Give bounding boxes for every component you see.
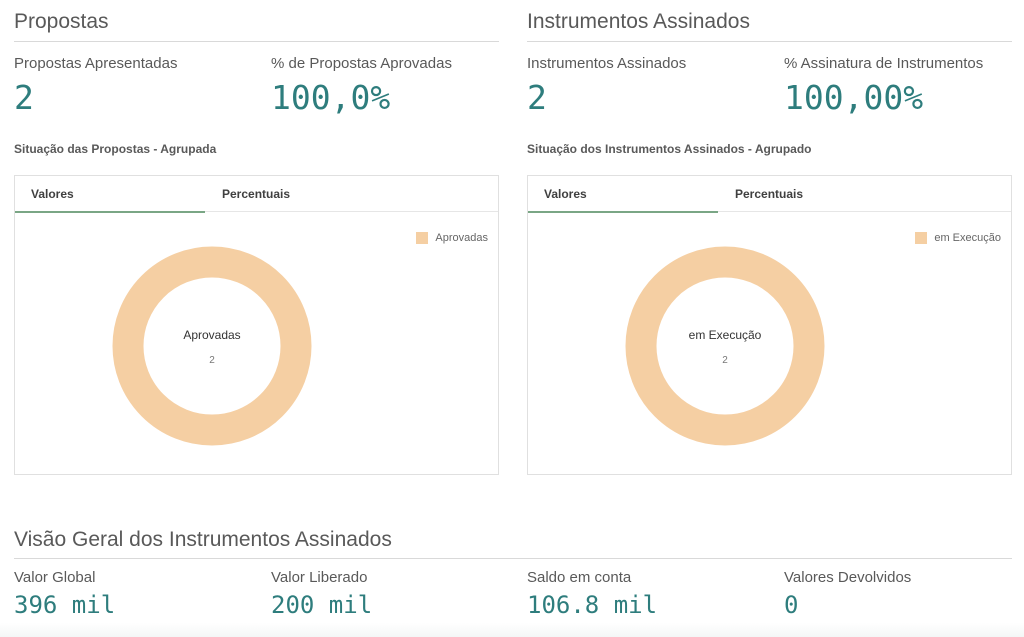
donut-slice-aprovadas[interactable] bbox=[112, 246, 312, 446]
instrumentos-section-divider bbox=[527, 41, 1012, 42]
kpi-valores-devolvidos-value: 0 bbox=[784, 591, 799, 619]
donut-center-label: Aprovadas bbox=[183, 328, 241, 342]
kpi-saldo-em-conta-label: Saldo em conta bbox=[527, 569, 632, 586]
instrumentos-chart-legend[interactable]: em Execução bbox=[915, 232, 1001, 244]
instrumentos-chart-tabs: Valores Percentuais bbox=[528, 176, 1011, 213]
donut-center-value: 2 bbox=[722, 355, 728, 366]
propostas-section-divider bbox=[14, 41, 499, 42]
legend-label-em-execucao: em Execução bbox=[934, 232, 1001, 244]
propostas-section-title: Propostas bbox=[14, 10, 109, 33]
kpi-valor-global-value: 396 mil bbox=[14, 591, 116, 619]
tab-valores[interactable]: Valores bbox=[15, 176, 205, 213]
instrumentos-chart-title: Situação dos Instrumentos Assinados - Ag… bbox=[527, 142, 812, 156]
kpi-instrumentos-assinados-value: 2 bbox=[527, 78, 547, 117]
donut-center-value: 2 bbox=[209, 355, 215, 366]
tab-valores[interactable]: Valores bbox=[528, 176, 718, 213]
kpi-valores-devolvidos-label: Valores Devolvidos bbox=[784, 569, 912, 586]
propostas-chart-panel: Valores Percentuais Aprovadas Aprovadas … bbox=[14, 175, 499, 475]
kpi-propostas-apresentadas-label: Propostas Apresentadas bbox=[14, 55, 178, 72]
visao-geral-section-divider bbox=[14, 558, 1012, 559]
instrumentos-donut-chart bbox=[625, 246, 825, 446]
legend-swatch bbox=[915, 232, 928, 244]
kpi-assinatura-instrumentos-label: % Assinatura de Instrumentos bbox=[784, 55, 984, 72]
propostas-donut-chart bbox=[112, 246, 312, 446]
tab-percentuais[interactable]: Percentuais bbox=[222, 187, 291, 201]
kpi-instrumentos-assinados-label: Instrumentos Assinados bbox=[527, 55, 687, 72]
legend-label-aprovadas: Aprovadas bbox=[435, 232, 488, 244]
donut-center-label: em Execução bbox=[688, 328, 762, 342]
instrumentos-section-title: Instrumentos Assinados bbox=[527, 10, 750, 33]
kpi-propostas-aprovadas-value: 100,0% bbox=[271, 78, 391, 117]
kpi-valor-liberado-label: Valor Liberado bbox=[271, 569, 368, 586]
instrumentos-chart-panel: Valores Percentuais em Execução em Execu… bbox=[527, 175, 1012, 475]
propostas-chart-legend[interactable]: Aprovadas bbox=[416, 232, 488, 244]
visao-geral-section-title: Visão Geral dos Instrumentos Assinados bbox=[14, 528, 392, 551]
legend-swatch bbox=[416, 232, 429, 244]
tab-percentuais[interactable]: Percentuais bbox=[735, 187, 804, 201]
kpi-assinatura-instrumentos-value: 100,00% bbox=[784, 78, 924, 117]
kpi-propostas-apresentadas-value: 2 bbox=[14, 78, 34, 117]
donut-slice-em-execucao[interactable] bbox=[625, 246, 825, 446]
kpi-valor-liberado-value: 200 mil bbox=[271, 591, 373, 619]
kpi-valor-global-label: Valor Global bbox=[14, 569, 96, 586]
kpi-propostas-aprovadas-label: % de Propostas Aprovadas bbox=[271, 55, 452, 72]
propostas-chart-tabs: Valores Percentuais bbox=[15, 176, 498, 213]
kpi-saldo-em-conta-value: 106.8 mil bbox=[527, 591, 658, 619]
bottom-scroll-fade bbox=[0, 623, 1024, 637]
propostas-chart-title: Situação das Propostas - Agrupada bbox=[14, 142, 217, 156]
